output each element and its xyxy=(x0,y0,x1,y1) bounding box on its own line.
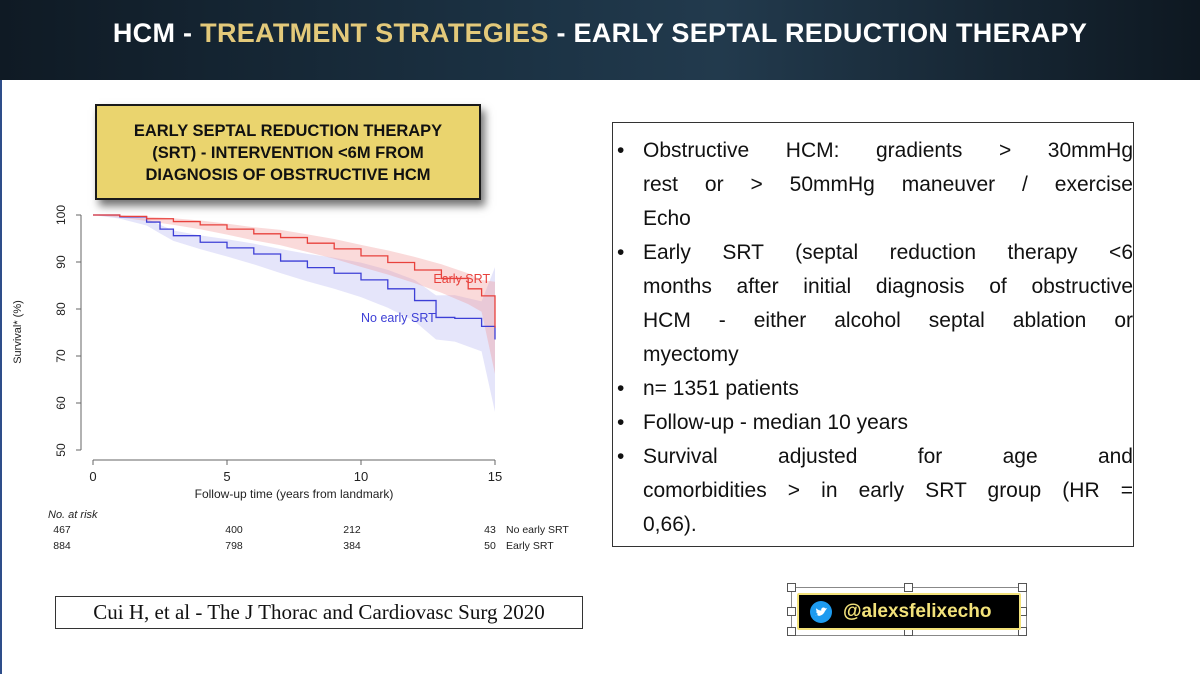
resize-handle[interactable] xyxy=(904,583,913,592)
slide-title: HCM - TREATMENT STRATEGIES - EARLY SEPTA… xyxy=(0,18,1200,49)
at-risk-cell: 400 xyxy=(225,524,243,536)
x-tick-label: 10 xyxy=(354,469,368,484)
twitter-handle: @alexsfelixecho xyxy=(843,601,992,622)
bullet-marker: • xyxy=(617,241,625,264)
key-point-line: HCM - either alcohol septal ablation or xyxy=(643,309,1133,332)
at-risk-cell: 50 xyxy=(484,540,496,552)
at-risk-cell: 384 xyxy=(343,540,361,552)
at-risk-table: No. at risk 467 400 212 43 No early SRT 884 798… xyxy=(48,509,569,552)
x-tick-label: 0 xyxy=(89,469,96,484)
bullet-marker: • xyxy=(617,445,625,468)
resize-handle[interactable] xyxy=(1018,627,1027,636)
y-tick-label: 90 xyxy=(54,255,68,269)
key-point-line: Early SRT (septal reduction therapy <6 xyxy=(643,241,1133,264)
bullet-marker: • xyxy=(617,377,625,400)
x-tick-label: 5 xyxy=(223,469,230,484)
survival-lines xyxy=(93,214,496,340)
y-tick-label: 80 xyxy=(54,302,68,316)
y-axis-label: Survival* (%) xyxy=(12,300,24,364)
callout-line: (SRT) - INTERVENTION <6M FROM xyxy=(152,144,424,162)
bullet-marker: • xyxy=(617,411,625,434)
key-points-box: • Obstructive HCM: gradients > 30mmHg rest… xyxy=(612,122,1134,547)
title-part-hcm: HCM - xyxy=(112,18,201,48)
key-point-line: n= 1351 patients xyxy=(643,377,799,400)
resize-handle[interactable] xyxy=(787,627,796,636)
y-tick-label: 50 xyxy=(54,443,68,457)
title-banner: HCM - TREATMENT STRATEGIES - EARLY SEPTA… xyxy=(0,0,1200,80)
at-risk-cell: 212 xyxy=(343,524,361,536)
at-risk-row-label: Early SRT xyxy=(506,540,554,552)
callout-line: DIAGNOSIS OF OBSTRUCTIVE HCM xyxy=(145,166,431,184)
key-point-line: comorbidities > in early SRT group (HR = xyxy=(643,479,1133,502)
key-point-line: rest or > 50mmHg maneuver / exercise xyxy=(643,173,1133,196)
at-risk-heading: No. at risk xyxy=(48,509,98,521)
left-edge-rule xyxy=(0,80,2,674)
callout-line: EARLY SEPTAL REDUCTION THERAPY xyxy=(133,122,443,140)
resize-handle[interactable] xyxy=(1018,583,1027,592)
at-risk-cell: 43 xyxy=(484,524,496,536)
key-point-line: Obstructive HCM: gradients > 30mmHg xyxy=(643,139,1133,162)
citation-box: Cui H, et al - The J Thorac and Cardiova… xyxy=(55,596,583,629)
y-tick-label: 100 xyxy=(54,205,68,225)
y-tick-label: 70 xyxy=(54,349,68,363)
key-point-line: myectomy xyxy=(643,343,739,366)
at-risk-row-label: No early SRT xyxy=(506,524,569,536)
bullet-marker: • xyxy=(617,139,625,162)
at-risk-cell: 467 xyxy=(53,524,71,536)
key-point-line: Survival adjusted for age and xyxy=(643,445,1133,468)
series-label-early-srt: Early SRT xyxy=(433,272,490,286)
key-point-line: Echo xyxy=(643,207,691,230)
at-risk-cell: 798 xyxy=(225,540,243,552)
survival-chart: 0 5 10 15 50 60 70 80 90 100 Early SRT No early SR… xyxy=(12,205,569,552)
survival-curve xyxy=(93,214,496,328)
y-tick-label: 60 xyxy=(54,396,68,410)
twitter-handle-badge[interactable]: @alexsfelixecho xyxy=(797,593,1021,630)
title-part-treatment: TREATMENT STRATEGIES xyxy=(200,18,549,48)
confidence-band xyxy=(93,215,495,374)
confidence-band xyxy=(93,215,495,412)
resize-handle[interactable] xyxy=(787,583,796,592)
series-labels: Early SRT No early SRT xyxy=(361,272,490,325)
key-point-line: months after initial diagnosis of obstru… xyxy=(643,275,1133,298)
at-risk-cell: 884 xyxy=(53,540,71,552)
x-axis-label: Follow-up time (years from landmark) xyxy=(195,487,394,501)
selection-frame[interactable] xyxy=(787,583,1027,636)
key-point-line: Follow-up - median 10 years xyxy=(643,411,908,434)
survival-curve xyxy=(93,214,496,340)
key-point-line: 0,66). xyxy=(643,513,697,536)
confidence-bands xyxy=(93,215,495,412)
x-tick-label: 15 xyxy=(488,469,502,484)
axis-ticks: 0 5 10 15 50 60 70 80 90 100 xyxy=(54,205,502,484)
twitter-icon xyxy=(810,601,832,623)
callout-box: EARLY SEPTAL REDUCTION THERAPY (SRT) - I… xyxy=(95,104,481,200)
resize-handle[interactable] xyxy=(787,607,796,616)
series-label-no-early-srt: No early SRT xyxy=(361,311,436,325)
title-part-srt: - EARLY SEPTAL REDUCTION THERAPY xyxy=(548,18,1088,48)
